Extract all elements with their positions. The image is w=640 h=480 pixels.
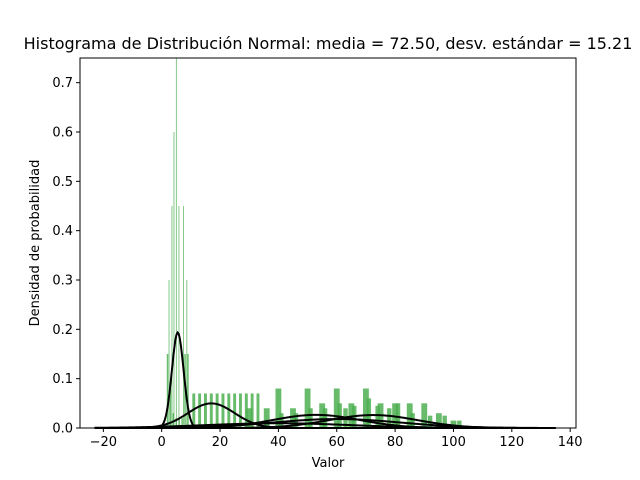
histogram-bar: [387, 408, 392, 428]
y-axis-ticks: 0.0 0.1 0.2 0.3 0.4 0.5 0.6 0.7: [52, 76, 80, 437]
histogram-bar: [233, 393, 237, 428]
histogram-bar: [183, 206, 185, 428]
histogram-bar: [263, 408, 270, 428]
histogram-bar: [406, 403, 413, 428]
histogram-bar: [290, 408, 296, 428]
histogram-bar: [186, 280, 188, 428]
histogram-bar: [308, 408, 313, 428]
y-tick-label: 0.5: [52, 175, 73, 190]
histogram-bar: [410, 413, 415, 428]
histogram-bar: [204, 393, 207, 428]
histogram-bar: [221, 393, 225, 428]
histogram-bar: [173, 132, 175, 428]
histogram-bar: [375, 405, 380, 428]
histogram-bar: [215, 393, 219, 428]
x-tick-label: 0: [158, 435, 166, 450]
histogram-bar: [363, 388, 369, 428]
histogram-bar: [366, 398, 372, 428]
histogram-bar: [187, 354, 189, 428]
histogram-bar: [178, 206, 180, 428]
histogram-bar: [333, 388, 340, 428]
x-tick-label: 80: [387, 435, 404, 450]
histogram-bar: [421, 403, 428, 428]
histogram-bar: [395, 403, 401, 428]
x-axis-label: Valor: [312, 456, 345, 471]
y-tick-label: 0.3: [52, 274, 73, 289]
y-axis-label: Densidad de probabilidad: [28, 160, 43, 327]
x-axis-ticks: −20 0 20 40 60 80 100 120 140: [90, 428, 583, 450]
histogram-bar: [181, 418, 183, 428]
y-tick-label: 0.4: [52, 224, 73, 239]
x-tick-label: −20: [90, 435, 117, 450]
x-tick-label: 40: [270, 435, 287, 450]
histogram-bar: [442, 415, 447, 428]
histogram-bar: [322, 408, 328, 428]
histogram-bar: [304, 388, 311, 428]
histogram-bar: [246, 408, 253, 428]
x-tick-label: 140: [558, 435, 583, 450]
x-tick-label: 120: [499, 435, 524, 450]
histogram-bar: [209, 393, 213, 428]
y-tick-label: 0.7: [52, 76, 73, 91]
histogram-bar: [198, 393, 202, 428]
histogram-bar: [175, 418, 178, 428]
x-tick-label: 100: [441, 435, 466, 450]
histogram-bar: [178, 418, 180, 428]
plot-frame: [79, 57, 577, 429]
histogram-bar: [168, 280, 170, 428]
histogram-bar: [166, 354, 169, 428]
histogram-bar: [175, 58, 177, 428]
histogram-bar: [457, 420, 462, 428]
histogram-bar: [450, 420, 457, 428]
y-tick-label: 0.6: [52, 126, 73, 141]
histogram-bar: [279, 413, 284, 428]
histogram-bar: [227, 393, 231, 428]
histogram-bar: [169, 388, 172, 428]
y-tick-label: 0.1: [52, 372, 73, 387]
histogram-bar: [275, 388, 282, 428]
histogram-bar: [171, 206, 173, 428]
histogram-bar: [239, 393, 242, 428]
y-tick-label: 0.0: [52, 422, 73, 437]
histogram-bar: [256, 393, 260, 428]
y-tick-label: 0.2: [52, 323, 73, 338]
x-tick-label: 20: [212, 435, 229, 450]
chart-title: Histograma de Distribución Normal: media…: [24, 34, 633, 53]
histogram-bar: [435, 413, 442, 428]
x-tick-label: 60: [328, 435, 345, 450]
histogram-bar: [192, 393, 196, 428]
